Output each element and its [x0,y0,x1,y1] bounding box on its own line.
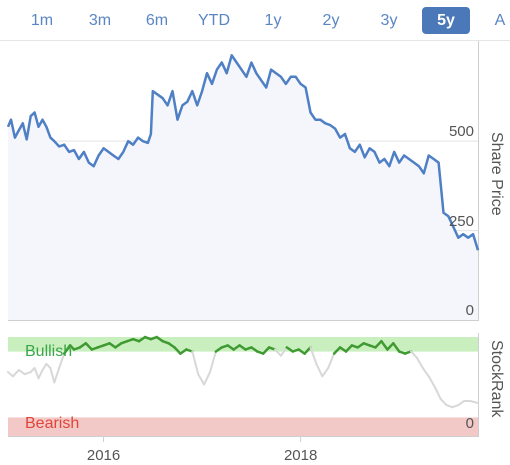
stockrank-segment [445,404,454,409]
stockrank-segment [403,350,413,355]
price-y-tick-0: 0 [465,302,474,319]
bullish-band [8,337,478,352]
price-axis-label: Share Price [488,132,505,216]
stockrank-segment [11,369,20,378]
stockrank-segment [173,346,182,355]
tabs-divider [0,40,510,41]
stockrank-segment [203,371,211,386]
stockrank-segment [191,350,200,376]
stockrank-segment [84,342,94,351]
x-tick-label-2018: 2018 [283,447,318,464]
price-series-line [6,54,480,251]
tab-1m[interactable]: 1m [30,12,54,29]
price-chart-right-border [478,41,479,321]
stockrank-segment [451,404,460,409]
stockrank-segment [37,369,44,380]
x-tick-label-2016: 2016 [86,447,121,464]
stockrank-segment [7,371,14,378]
stockrank-axis-label: StockRank [488,340,505,418]
stockrank-segment [315,362,324,378]
price-area [8,55,478,321]
stockrank-segment [49,367,56,384]
stockrank-segment [261,346,271,355]
tab-1y[interactable]: 1y [264,12,282,29]
stockrank-segment [421,367,430,378]
stockrank-segment [274,348,282,357]
stockrank-segment [410,350,418,359]
stockrank-segment [33,367,40,380]
stockrank-segment [344,344,354,353]
stockrank-segment [469,400,479,404]
stockrank-segment [427,375,436,388]
timeframe-tabs: 1m 3m 6m YTD 1y 2y 3y 5y A [0,0,510,40]
price-chart-frame [8,41,478,321]
stockrank-segment [415,356,424,369]
stockrank-segment [303,346,312,355]
tab-3y[interactable]: 3y [380,12,398,29]
tab-a[interactable]: A [494,12,506,29]
stockrank-segment [279,346,288,357]
price-y-tick-250: 250 [448,212,474,230]
stockrank-segment [433,385,442,400]
stockrank-segment [17,369,26,376]
price-y-tick-500: 500 [448,123,474,141]
bearish-band [8,417,478,436]
stockrank-segment [374,339,383,349]
stockrank-segment [327,352,336,369]
rank-chart-right-border [478,333,479,437]
stockrank-segment [197,373,206,386]
rank-chart-bottom-border [8,436,478,437]
stockrank-segment [267,346,277,351]
bullish-band-label: Bullish [25,343,73,360]
stockrank-segment [386,342,395,351]
stockrank-segment [309,346,318,365]
stockrank-segment [53,367,61,384]
stockrank-segment [392,342,401,353]
stockrank-segment [332,346,342,355]
stockrank-segment [457,400,466,407]
tab-6m[interactable]: 6m [145,12,169,29]
stockrank-segment [62,344,72,355]
stockrank-segment [380,339,389,351]
tab-5y[interactable]: 5y [422,7,470,34]
tab-3m[interactable]: 3m [88,12,112,29]
stockrank-segment [185,348,194,353]
stockrank-segment [209,350,217,374]
tab-2y[interactable]: 2y [322,12,340,29]
tab-ytd[interactable]: YTD [198,12,230,29]
rank-y-tick-0: 0 [465,415,474,432]
bearish-band-label: Bearish [25,415,80,432]
stockrank-segment [321,367,330,378]
stockrank-segment [439,397,448,407]
stockrank-segment [23,371,32,376]
stockrank-segment [41,362,48,372]
stockrank-segment [58,352,66,369]
